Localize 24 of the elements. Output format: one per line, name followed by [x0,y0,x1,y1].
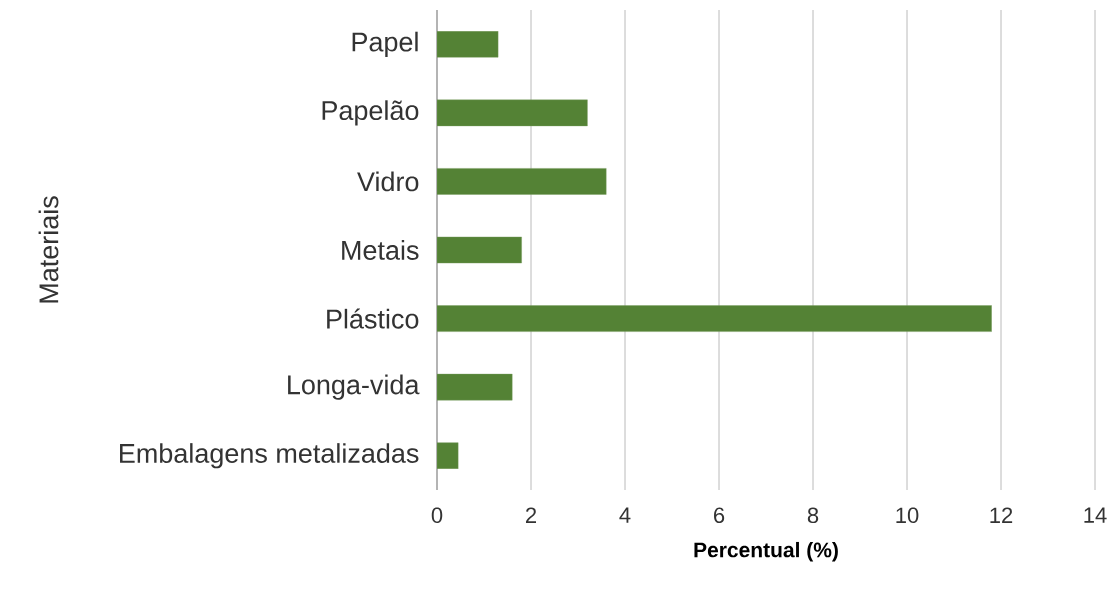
bar [437,31,499,58]
y-tick-label: Plástico [327,308,419,329]
x-tick-label: 6 [714,507,725,524]
x-tick-label: 14 [1084,507,1107,523]
y-tick-label: Metais [342,240,419,260]
x-tick-label: 10 [896,507,919,524]
bar [437,442,459,469]
x-tick-label: 8 [807,507,819,524]
x-tick-label: 0 [431,507,443,524]
y-axis-title: Materiais [38,196,59,303]
y-tick-label: Papelão [322,100,419,126]
x-axis-title: Percentual (%) [694,541,838,562]
bar [437,373,513,401]
y-tick-label: Vidro [357,171,419,192]
y-tick-label: Embalagens metalizadas [120,443,419,469]
bar [437,236,522,264]
x-tick-label: 2 [525,507,537,523]
bar [437,99,588,127]
bar [437,305,992,332]
x-tick-label: 4 [619,507,631,523]
bar [437,168,607,195]
y-tick-label: Longa-vida [288,374,420,400]
x-tick-label: 12 [990,507,1013,523]
y-tick-label: Papel [352,31,418,57]
